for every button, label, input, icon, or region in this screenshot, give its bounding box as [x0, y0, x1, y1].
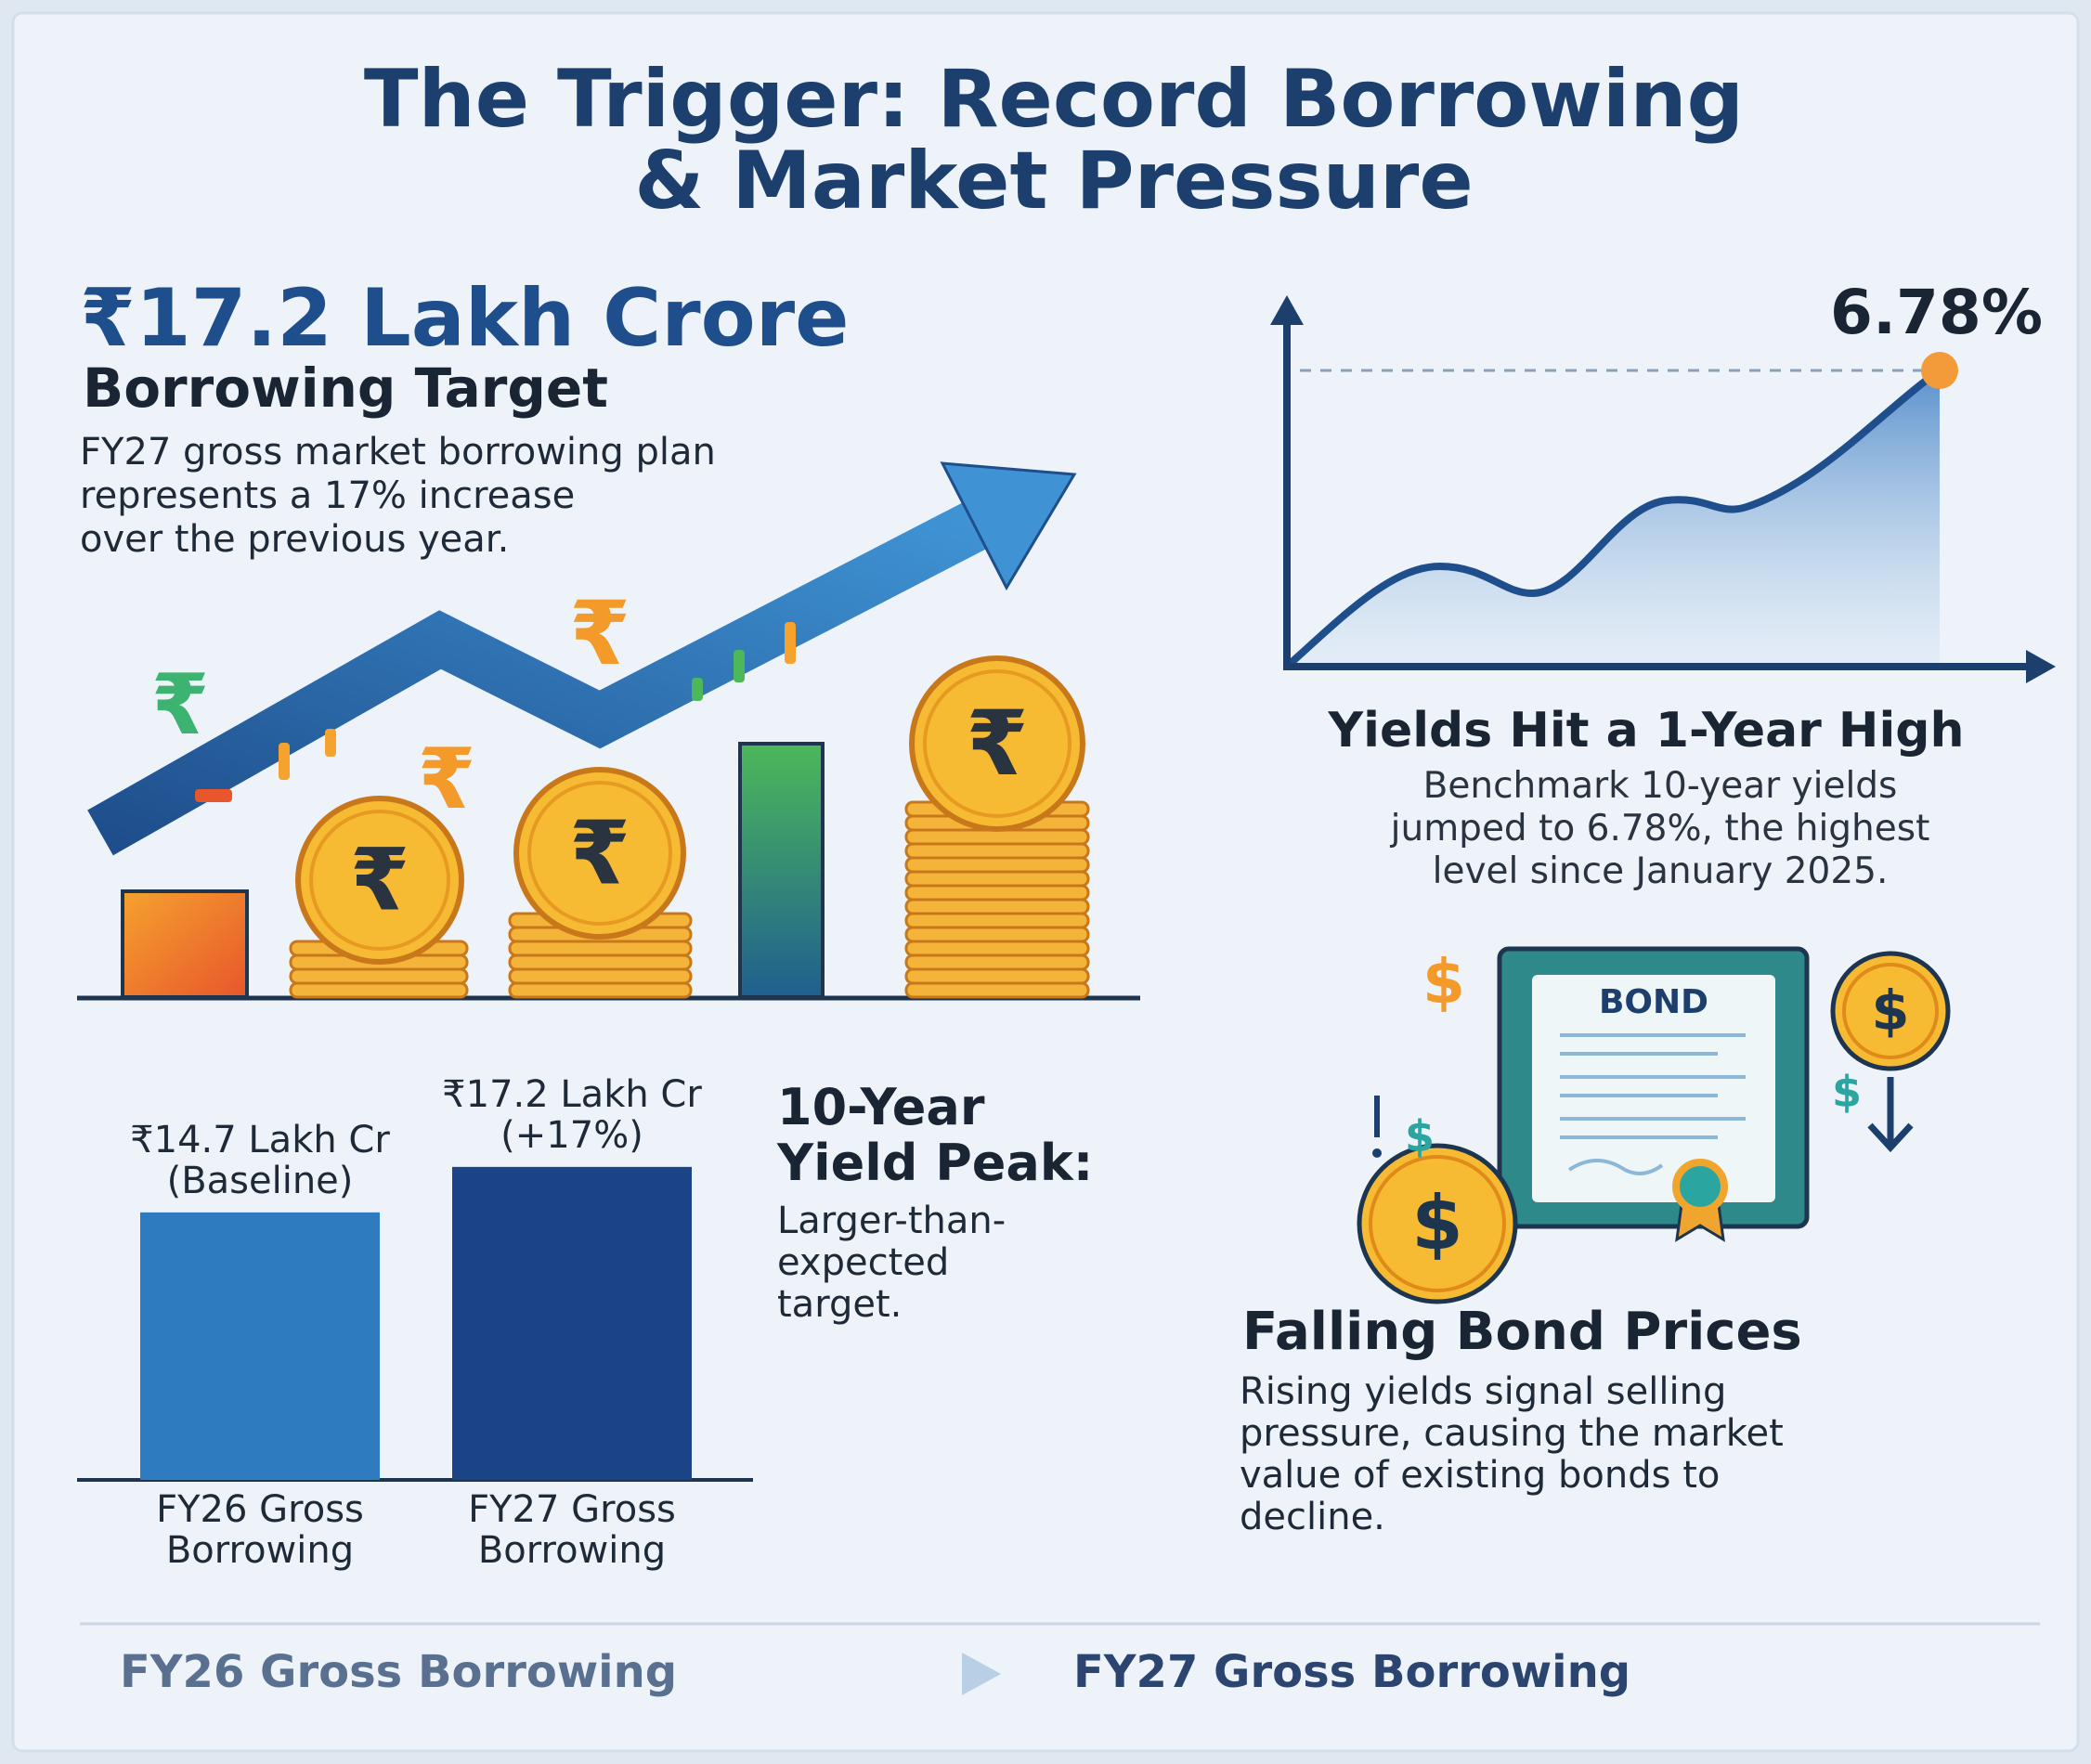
- coin-stack: [289, 967, 469, 985]
- callout-text: expected: [777, 1241, 949, 1284]
- yield-text: Benchmark 10-year yields: [1423, 765, 1898, 807]
- dollar-coin: [1357, 1143, 1518, 1304]
- target-text: represents a 17% increase: [80, 474, 575, 517]
- callout-text: Larger-than-: [777, 1200, 1006, 1242]
- yield-text: level since January 2025.: [1433, 850, 1889, 892]
- target-text: FY27 gross market borrowing plan: [80, 431, 716, 473]
- dollar-symbol: $: [1872, 979, 1910, 1043]
- candle: [325, 729, 336, 757]
- target-text: over the previous year.: [80, 518, 509, 561]
- coin: [513, 767, 686, 940]
- callout-title: Yield Peak:: [776, 1134, 1093, 1192]
- dollar-coin: [1830, 951, 1951, 1071]
- target-amount: ₹17.2 Lakh Crore: [80, 272, 850, 365]
- coin-stack: [508, 981, 693, 999]
- green-bar: [738, 742, 825, 999]
- coin-stack: [904, 870, 1090, 888]
- coin-stack: [904, 842, 1090, 860]
- coin-symbol: ₹: [966, 691, 1028, 796]
- target-label: Borrowing Target: [83, 357, 608, 420]
- coin-stack: [904, 926, 1090, 943]
- coin-stack: [289, 981, 469, 999]
- title-line: The Trigger: Record Borrowing: [364, 53, 1744, 146]
- coin-rim: [309, 810, 450, 951]
- coin: [295, 796, 464, 965]
- candle: [195, 789, 232, 802]
- bond-badge: BOND: [1599, 983, 1708, 1021]
- seal: [1672, 1159, 1728, 1214]
- dollar-coin-rim: [1842, 963, 1939, 1059]
- rupee-icon: ₹: [569, 583, 630, 685]
- bar: [452, 1166, 692, 1480]
- yield-text: jumped to 6.78%, the highest: [1390, 808, 1930, 850]
- dollar-icon: $: [1405, 1111, 1435, 1161]
- coin-stack: [904, 912, 1090, 929]
- coin-rim: [527, 781, 672, 926]
- coin: [909, 655, 1085, 832]
- orange-bar: [121, 889, 249, 999]
- yield-area: [1287, 370, 1940, 667]
- peak-label: 6.78%: [1830, 277, 2043, 348]
- title-line: & Market Pressure: [634, 135, 1473, 227]
- coin-stack: [508, 967, 693, 985]
- footer-arrow: [962, 1653, 1001, 1695]
- coin-stack: [508, 940, 693, 957]
- dollar-symbol: $: [1411, 1180, 1463, 1266]
- dollar-icon: $: [1832, 1067, 1862, 1117]
- coin-stack: [904, 884, 1090, 901]
- bond-text: Rising yields signal selling: [1240, 1370, 1726, 1413]
- callout-title: 10-Year: [777, 1078, 985, 1136]
- dollar-icon: $: [1422, 946, 1465, 1018]
- bond-title: Falling Bond Prices: [1242, 1302, 1802, 1362]
- y-axis-head: [1270, 295, 1304, 325]
- bar-value-label: ₹17.2 Lakh Cr (+17%): [442, 1072, 702, 1157]
- trend-arrowhead: [940, 461, 1077, 591]
- x-tick-label: FY27 Gross Borrowing: [468, 1488, 676, 1572]
- coin-stack: [904, 828, 1090, 846]
- coin-stack: [904, 981, 1090, 999]
- rupee-icon: ₹: [418, 731, 476, 828]
- x-axis-head: [2026, 650, 2056, 683]
- bar: [140, 1212, 380, 1480]
- peak-dot: [1921, 352, 1958, 389]
- dollar-coin-rim: [1369, 1155, 1506, 1292]
- callout-text: target.: [777, 1283, 902, 1326]
- coin-stack: [904, 940, 1090, 957]
- bond-text: decline.: [1240, 1496, 1385, 1538]
- coin-symbol: ₹: [350, 830, 409, 930]
- footer-from: FY26 Gross Borrowing: [120, 1646, 677, 1698]
- signature: [1567, 1159, 1664, 1175]
- coin-stack: [904, 967, 1090, 985]
- coin-stack: [508, 953, 693, 971]
- tick-dot: [1372, 1148, 1382, 1158]
- candle: [279, 743, 290, 780]
- coin-stack: [904, 898, 1090, 915]
- candle: [785, 622, 796, 664]
- coin-stack: [904, 856, 1090, 874]
- rupee-icon: ₹: [151, 656, 210, 754]
- coin-rim: [923, 669, 1071, 818]
- bond-text: pressure, causing the market: [1240, 1412, 1784, 1455]
- footer-to: FY27 Gross Borrowing: [1073, 1646, 1630, 1698]
- certificate-paper: [1532, 975, 1775, 1202]
- down-arrow-head: [1867, 1122, 1914, 1153]
- yield-title: Yields Hit a 1-Year High: [1327, 703, 1964, 759]
- yield-line: [1284, 367, 1942, 669]
- coin-symbol: ₹: [569, 802, 630, 904]
- coin-stack: [904, 953, 1090, 971]
- candle: [692, 678, 703, 701]
- candle: [734, 650, 745, 682]
- x-tick-label: FY26 Gross Borrowing: [156, 1488, 364, 1572]
- bar-value-label: ₹14.7 Lakh Cr (Baseline): [130, 1118, 390, 1202]
- bond-text: value of existing bonds to: [1240, 1454, 1720, 1497]
